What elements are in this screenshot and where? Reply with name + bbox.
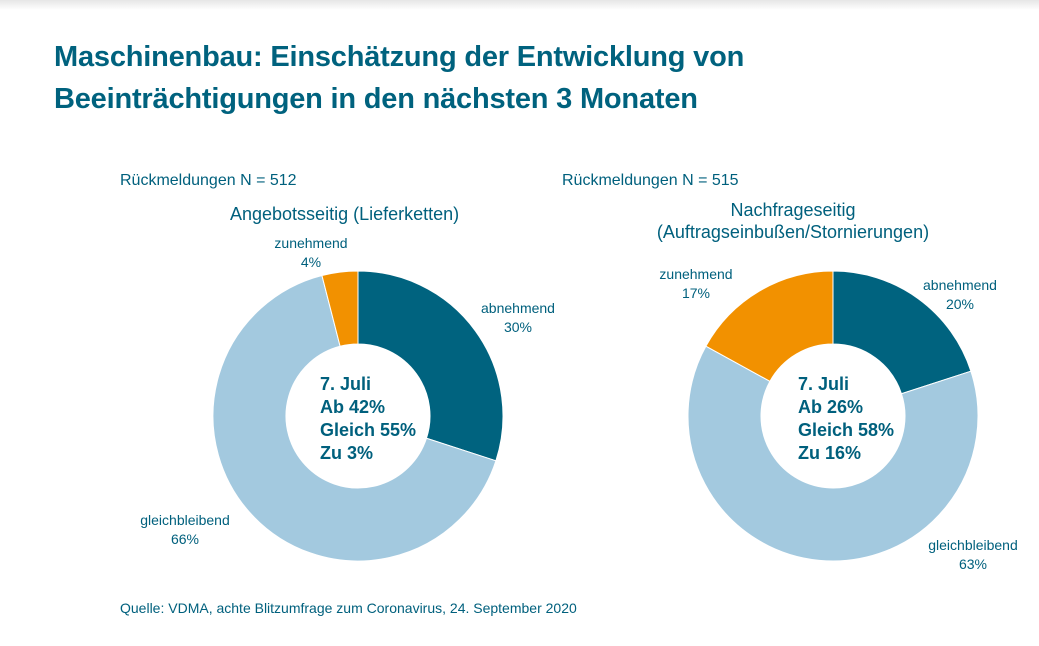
category-label: zunehmend xyxy=(659,266,733,282)
title-line-1: Maschinenbau: Einschätzung der Entwicklu… xyxy=(54,41,745,73)
label-gleichbleibend-2: gleichbleibend 63% xyxy=(918,536,1028,574)
donut-slice-abnehmend xyxy=(832,270,972,395)
center-line: Zu 3% xyxy=(320,443,374,463)
chart-title-line: (Auftragseinbußen/Stornierungen) xyxy=(656,222,930,242)
donut-slice-gleichbleibend xyxy=(212,274,497,562)
category-label: gleichbleibend xyxy=(928,537,1018,553)
category-label: zunehmend xyxy=(274,235,348,251)
category-label: gleichbleibend xyxy=(140,512,230,528)
top-shadow xyxy=(0,0,1039,10)
label-abnehmend-2: abnehmend 20% xyxy=(912,276,1008,314)
chart-title-1: Angebotsseitig (Lieferketten) xyxy=(230,204,460,224)
responses-count-2: Rückmeldungen N = 515 xyxy=(562,172,739,189)
title-line-2: Beeinträchtigungen in den nächsten 3 Mon… xyxy=(54,83,698,115)
value-label: 30% xyxy=(503,319,533,335)
center-line: 7. Juli xyxy=(320,374,372,394)
label-zunehmend-2: zunehmend 17% xyxy=(650,265,742,303)
category-label: abnehmend xyxy=(923,277,997,293)
donut-slice-zunehmend xyxy=(321,270,359,347)
donut-slice-abnehmend xyxy=(357,270,504,462)
center-line: Gleich 55% xyxy=(320,420,417,440)
center-text-2: 7. Juli Ab 26% Gleich 58% Zu 16% xyxy=(798,373,894,465)
center-line: 7. Juli xyxy=(798,374,850,394)
center-line: Zu 16% xyxy=(798,443,862,463)
chart-title-2: Nachfrageseitig (Auftragseinbußen/Storni… xyxy=(630,199,956,243)
label-abnehmend-1: abnehmend 30% xyxy=(470,299,566,337)
page-title: Maschinenbau: Einschätzung der Entwicklu… xyxy=(54,36,744,120)
center-line: Gleich 58% xyxy=(798,420,895,440)
value-label: 17% xyxy=(681,285,711,301)
center-line: Ab 26% xyxy=(798,397,864,417)
donut-slice-gleichbleibend xyxy=(687,345,979,562)
center-line: Ab 42% xyxy=(320,397,386,417)
value-label: 4% xyxy=(300,254,322,270)
center-text-1: 7. Juli Ab 42% Gleich 55% Zu 3% xyxy=(320,373,416,465)
label-zunehmend-1: zunehmend 4% xyxy=(266,234,356,272)
label-gleichbleibend-1: gleichbleibend 66% xyxy=(130,511,240,549)
source-note: Quelle: VDMA, achte Blitzumfrage zum Cor… xyxy=(120,600,577,616)
chart-title-line: Nachfrageseitig xyxy=(730,200,856,220)
donut-slice-zunehmend xyxy=(705,270,834,382)
category-label: abnehmend xyxy=(481,300,555,316)
responses-count-1: Rückmeldungen N = 512 xyxy=(120,172,297,189)
value-label: 20% xyxy=(945,296,975,312)
value-label: 66% xyxy=(170,531,200,547)
value-label: 63% xyxy=(958,556,988,572)
